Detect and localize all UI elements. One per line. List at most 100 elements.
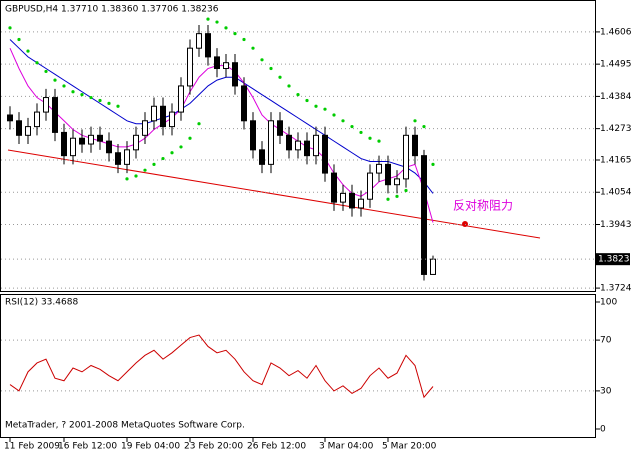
y-tick-label: 1.46060 (600, 27, 631, 37)
rsi-title: RSI(12) 33.4688 (5, 298, 78, 308)
candle-body (304, 140, 310, 157)
candle-body (277, 120, 283, 136)
sar-dot (233, 32, 237, 36)
sar-dot (98, 98, 102, 103)
candle-body (340, 192, 346, 203)
y-tick-label: 0 (600, 425, 606, 435)
candle-body (25, 126, 31, 136)
candle-body (115, 152, 121, 165)
candle-body (394, 178, 400, 186)
y-tick-label: 30 (600, 386, 612, 396)
sar-dot (170, 151, 174, 155)
main-panel (0, 0, 596, 292)
sar-dot (422, 125, 426, 129)
sar-dot (206, 17, 210, 21)
y-tick-label: 1.40540 (600, 188, 631, 198)
sar-dot (431, 162, 435, 166)
sar-dot (35, 61, 39, 65)
series-line (9, 39, 434, 194)
candle-body (151, 105, 157, 122)
sar-dot (368, 136, 372, 140)
sar-dot (53, 78, 57, 82)
sar-dot (386, 197, 390, 201)
sar-dot (305, 98, 309, 103)
sar-dot (197, 122, 201, 126)
sar-dot (404, 188, 408, 193)
candle-body (169, 111, 175, 128)
candle-body (160, 105, 166, 128)
y-tick-label: 1.44950 (600, 60, 631, 70)
sar-dot (242, 37, 246, 42)
candle-body (223, 62, 229, 70)
candle-body (106, 140, 112, 154)
sar-dot (143, 168, 147, 172)
candle-body (295, 140, 301, 151)
candle-body (142, 120, 148, 136)
y-tick-label: 1.39430 (600, 220, 631, 230)
y-tick-label: 100 (600, 298, 617, 308)
chart-title: GBPUSD,H4 1.37710 1.38360 1.37706 1.3823… (5, 5, 219, 15)
candle-body (205, 33, 211, 58)
candle-body (43, 97, 49, 113)
candle-body (241, 85, 247, 122)
price-tag (596, 253, 630, 266)
annotation: 反对称阻力 (453, 199, 513, 213)
candle-body (88, 134, 94, 145)
sar-dot (377, 139, 381, 143)
sar-dot (179, 145, 183, 149)
candle-body (403, 134, 409, 180)
sar-dot (215, 20, 219, 24)
candle-body (250, 120, 256, 151)
sar-dot (296, 93, 300, 97)
candle-body (349, 192, 355, 209)
candle-body (367, 172, 373, 200)
sar-dot (125, 177, 129, 181)
candle-body (259, 149, 265, 165)
x-tick-label: 23 Feb 20:00 (184, 442, 243, 452)
candle-body (7, 114, 13, 122)
candle-body (322, 134, 328, 174)
candle-body (61, 131, 67, 157)
sar-dot (224, 26, 228, 30)
sar-dot (152, 162, 156, 166)
sar-dot (62, 84, 66, 88)
sar-dot (44, 69, 48, 74)
candle-body (79, 137, 85, 145)
candle-body (34, 111, 40, 128)
sar-dot (134, 174, 138, 178)
sar-dot (251, 46, 255, 50)
sar-dot (341, 119, 345, 123)
y-tick-label: 1.37240 (600, 284, 631, 294)
candle-body (268, 120, 274, 165)
candle-body (178, 85, 184, 113)
candle-body (232, 62, 238, 87)
x-tick-label: 16 Feb 12:00 (58, 442, 117, 452)
sar-dot (314, 104, 318, 108)
y-tick-label: 70 (600, 336, 612, 346)
copyright: MetaTrader, ? 2001-2008 MetaQuotes Softw… (5, 421, 245, 431)
series-line (9, 47, 434, 223)
candle-body (385, 163, 391, 186)
x-tick-label: 11 Feb 2009 (4, 442, 60, 452)
candle-body (412, 134, 418, 157)
series-line (9, 334, 434, 399)
sar-dot (80, 93, 84, 97)
candle-body (358, 198, 364, 209)
candle-body (286, 134, 292, 151)
candle-body (16, 120, 22, 136)
candle-body (430, 258, 436, 275)
sar-dot (323, 107, 327, 111)
candle-body (52, 97, 58, 133)
x-tick-label: 26 Feb 12:00 (247, 442, 306, 452)
candle-body (313, 134, 319, 157)
candle-body (70, 137, 76, 157)
candle-body (421, 155, 427, 275)
sar-dot (107, 101, 111, 105)
x-tick-label: 19 Feb 04:00 (121, 442, 180, 452)
sar-dot (71, 90, 75, 94)
sar-dot (8, 26, 12, 30)
sar-dot (260, 58, 264, 62)
price-tag-label: 1.38236 (598, 255, 631, 265)
candle-body (196, 33, 202, 49)
